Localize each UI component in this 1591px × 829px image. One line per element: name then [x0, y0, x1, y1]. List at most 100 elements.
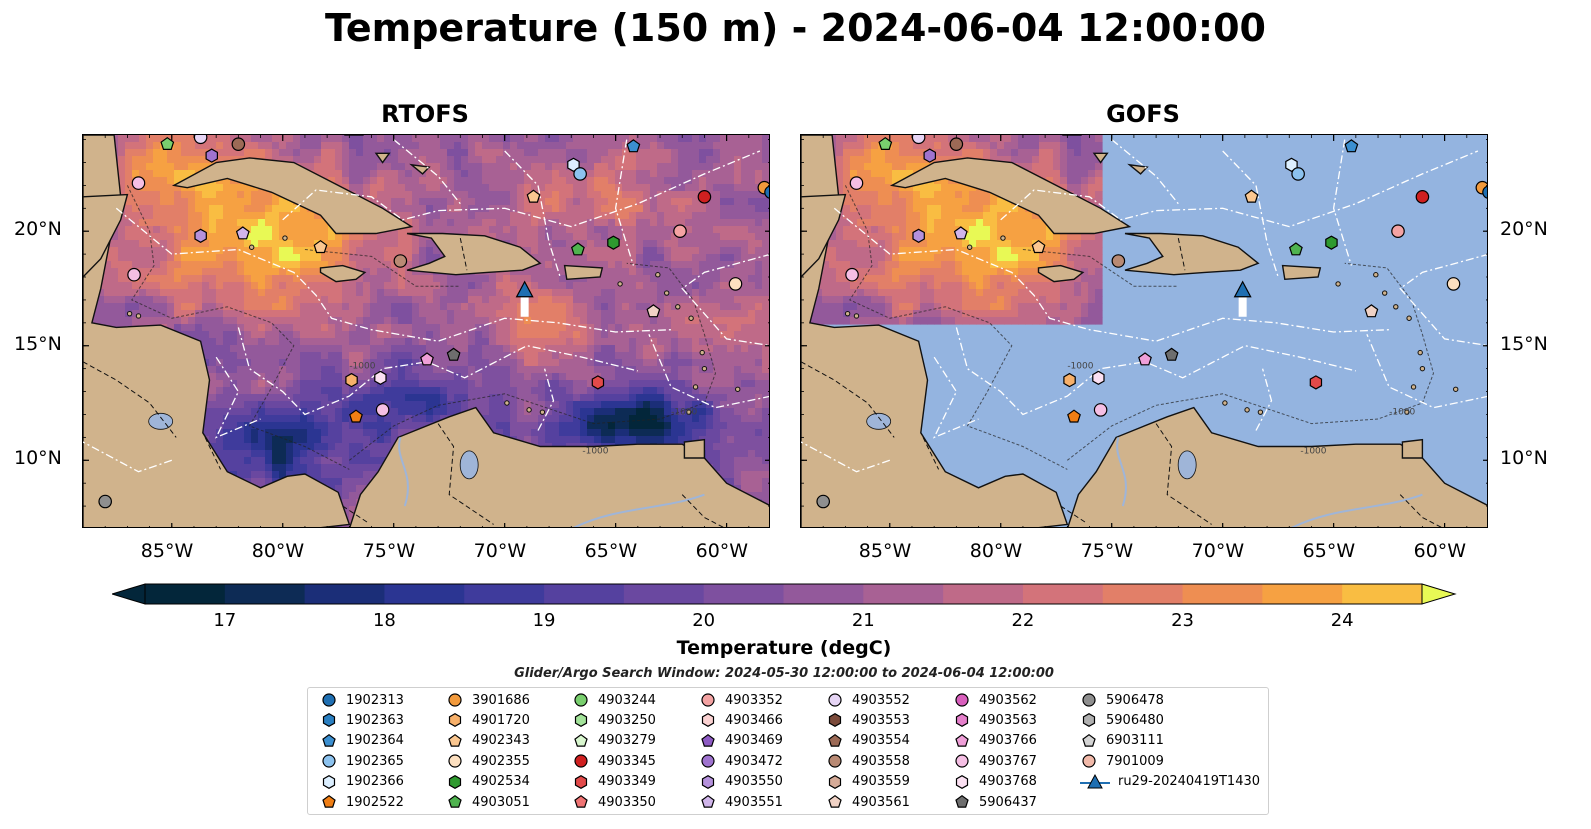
- legend-item: 4903551: [699, 792, 783, 812]
- legend: 1902313 1902363 1902364 1902365 1902366 19025…: [307, 687, 1269, 815]
- legend-label: 4903554: [852, 733, 910, 749]
- lat-label-right: 20°N: [1500, 218, 1548, 241]
- legend-item: 4903563: [953, 710, 1037, 730]
- gofs-float-marker[interactable]: [1111, 254, 1126, 268]
- rtofs-float-marker[interactable]: [127, 267, 141, 282]
- gofs-land-0: [801, 135, 1069, 527]
- legend-item: 4903768: [953, 772, 1037, 792]
- gofs-float-marker[interactable]: [1415, 190, 1430, 204]
- rtofs-float-marker[interactable]: [567, 157, 580, 172]
- gofs-float-marker[interactable]: [1031, 239, 1046, 254]
- rtofs-float-marker[interactable]: [313, 239, 328, 254]
- legend-item: 5906478: [1080, 690, 1164, 710]
- legend-label: 1902363: [346, 712, 404, 728]
- gofs-float-marker[interactable]: [1138, 352, 1152, 366]
- rtofs-float-marker[interactable]: [374, 370, 387, 385]
- legend-marker-icon: [1082, 713, 1096, 728]
- gofs-glider-track: [1238, 296, 1247, 317]
- gofs-float-marker[interactable]: [1291, 167, 1305, 181]
- legend-item: 4903472: [699, 751, 783, 771]
- gofs-float-marker[interactable]: [1364, 304, 1379, 318]
- gofs-float-marker[interactable]: [1446, 277, 1461, 291]
- legend-item: 4903554: [826, 731, 910, 751]
- gofs-float-marker[interactable]: [953, 226, 968, 240]
- legend-item: 1902364: [320, 731, 404, 751]
- gofs-float-marker[interactable]: [911, 135, 926, 145]
- map-rtofs: -1000 -1000 -1000: [82, 134, 770, 528]
- legend-marker-icon: [574, 733, 588, 747]
- gofs-float-marker[interactable]: [1244, 189, 1259, 203]
- legend-marker-icon: [448, 733, 462, 747]
- legend-label: 4903767: [979, 753, 1037, 769]
- colorbar-tick-label: 21: [851, 610, 875, 631]
- legend-marker-icon: [701, 774, 715, 789]
- gofs-float-marker[interactable]: [1325, 235, 1338, 250]
- legend-marker-icon: [574, 794, 588, 808]
- gofs-land-10: [801, 193, 847, 279]
- legend-marker-icon: [574, 754, 588, 768]
- gofs-float-marker[interactable]: [1285, 157, 1298, 172]
- legend-item: 4903767: [953, 751, 1037, 771]
- gofs-float-marker[interactable]: [1391, 224, 1405, 239]
- rtofs-float-marker[interactable]: [646, 304, 661, 318]
- rtofs-float-marker[interactable]: [345, 372, 358, 388]
- rtofs-float-marker[interactable]: [393, 254, 408, 268]
- legend-marker-icon: [828, 713, 842, 728]
- panel-title-gofs: GOFS: [1106, 100, 1180, 128]
- rtofs-float-marker[interactable]: [591, 375, 605, 390]
- gofs-float-marker[interactable]: [878, 136, 893, 150]
- rtofs-float-marker[interactable]: [570, 242, 585, 256]
- rtofs-float-marker[interactable]: [764, 185, 770, 199]
- rtofs-float-marker[interactable]: [131, 176, 146, 190]
- legend-marker-icon: [448, 794, 462, 808]
- rtofs-float-marker[interactable]: [626, 139, 641, 153]
- rtofs-float-marker[interactable]: [205, 148, 218, 163]
- gofs-land-1: [1067, 406, 1487, 527]
- lat-label-right: 10°N: [1500, 447, 1548, 470]
- rtofs-float-marker[interactable]: [728, 277, 743, 291]
- rtofs-float-marker[interactable]: [526, 189, 541, 203]
- gofs-float-marker[interactable]: [912, 228, 925, 243]
- gofs-glider-marker[interactable]: [1233, 280, 1252, 298]
- rtofs-float-marker[interactable]: [160, 136, 175, 150]
- gofs-float-marker[interactable]: [1063, 372, 1076, 388]
- legend-label: 4903550: [725, 774, 783, 790]
- rtofs-float-marker[interactable]: [607, 235, 620, 250]
- rtofs-land-9: [683, 438, 706, 459]
- rtofs-float-marker[interactable]: [193, 135, 208, 145]
- gofs-float-marker[interactable]: [1092, 370, 1105, 385]
- rtofs-float-marker[interactable]: [573, 167, 587, 181]
- gofs-float-marker[interactable]: [1067, 409, 1081, 423]
- rtofs-float-marker[interactable]: [194, 228, 207, 243]
- legend-label: 4903466: [725, 712, 783, 728]
- rtofs-land-8: [409, 163, 431, 175]
- gofs-float-marker[interactable]: [816, 494, 830, 509]
- legend-label: 1902365: [346, 753, 404, 769]
- legend-item: ru29-20240419T1430: [1080, 772, 1260, 792]
- rtofs-float-marker[interactable]: [375, 403, 390, 417]
- legend-item: 3901686: [446, 690, 530, 710]
- legend-item: 4903550: [699, 772, 783, 792]
- rtofs-float-marker[interactable]: [446, 347, 461, 361]
- gofs-float-marker[interactable]: [845, 267, 859, 282]
- rtofs-float-marker[interactable]: [697, 190, 712, 204]
- rtofs-float-marker[interactable]: [673, 224, 687, 239]
- legend-marker-icon: [701, 733, 715, 747]
- rtofs-float-marker[interactable]: [231, 137, 246, 151]
- gofs-float-marker[interactable]: [1288, 242, 1303, 256]
- gofs-float-marker[interactable]: [849, 176, 864, 190]
- rtofs-float-marker[interactable]: [420, 352, 434, 366]
- rtofs-float-marker[interactable]: [235, 226, 250, 240]
- gofs-float-marker[interactable]: [1482, 185, 1488, 199]
- rtofs-glider-marker[interactable]: [515, 280, 534, 298]
- gofs-float-marker[interactable]: [1309, 375, 1323, 390]
- gofs-float-marker[interactable]: [949, 137, 964, 151]
- rtofs-land-0: [83, 135, 351, 527]
- legend-item: 4902355: [446, 751, 530, 771]
- rtofs-float-marker[interactable]: [98, 494, 112, 509]
- gofs-float-marker[interactable]: [923, 148, 936, 163]
- gofs-float-marker[interactable]: [1164, 347, 1179, 361]
- gofs-float-marker[interactable]: [1093, 403, 1108, 417]
- rtofs-float-marker[interactable]: [349, 409, 363, 423]
- gofs-float-marker[interactable]: [1344, 139, 1359, 153]
